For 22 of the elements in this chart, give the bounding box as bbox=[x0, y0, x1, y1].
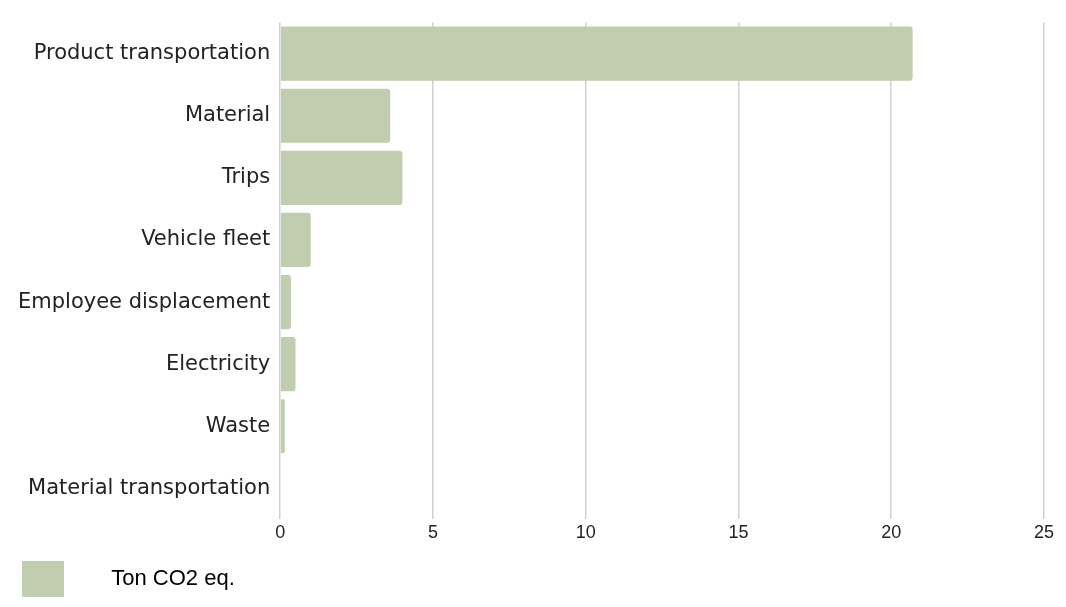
bar bbox=[280, 88, 391, 143]
y-tick-label: Product transportation bbox=[33, 40, 271, 65]
x-tick-label: 25 bbox=[1033, 522, 1055, 543]
bar bbox=[280, 212, 311, 268]
y-tick-label: Employee displacement bbox=[17, 288, 271, 313]
x-tick-label: 5 bbox=[427, 522, 438, 543]
x-tick-label: 15 bbox=[728, 522, 749, 543]
y-tick-label: Material transportation bbox=[28, 474, 271, 499]
bar bbox=[280, 26, 913, 81]
x-tick-label: 0 bbox=[275, 522, 286, 543]
bar bbox=[280, 274, 291, 330]
x-tick-label: 20 bbox=[881, 522, 902, 543]
x-tick-label: 10 bbox=[575, 522, 596, 543]
bar bbox=[280, 150, 403, 205]
y-tick-label: Waste bbox=[205, 412, 271, 437]
legend-label: Ton CO2 eq. bbox=[75, 565, 235, 591]
y-tick-label: Trips bbox=[220, 164, 271, 189]
y-tick-label: Vehicle fleet bbox=[141, 226, 271, 251]
bar bbox=[280, 399, 285, 454]
y-tick-label: Electricity bbox=[165, 350, 271, 375]
bar bbox=[280, 337, 296, 392]
y-tick-label: Material bbox=[184, 102, 271, 127]
